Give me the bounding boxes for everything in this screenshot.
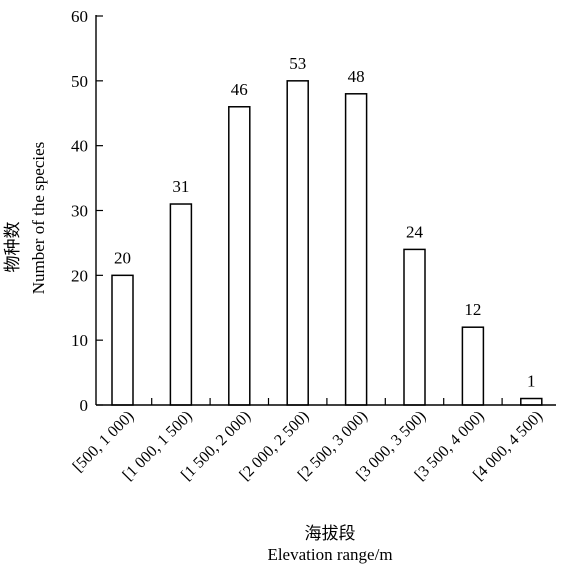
- bar: [521, 399, 542, 405]
- data-label: 53: [289, 54, 306, 73]
- y-axis-title-zh: 物种数: [3, 222, 22, 273]
- x-axis-ticks: [500, 1 000)[1 000, 1 500)[1 500, 2 000)…: [70, 398, 546, 484]
- y-axis-ticks: 0 10 20 30 40 50 60: [71, 7, 103, 415]
- bar: [229, 107, 250, 405]
- data-label: 31: [172, 177, 189, 196]
- bar: [462, 327, 483, 405]
- bars: [112, 81, 542, 405]
- data-label: 20: [114, 248, 131, 267]
- y-tick-label: 50: [71, 72, 88, 91]
- bar: [346, 94, 367, 405]
- y-tick-label: 10: [71, 331, 88, 350]
- data-label: 1: [527, 372, 536, 391]
- x-axis-title-zh: 海拔段: [305, 524, 356, 543]
- bar: [112, 275, 133, 405]
- y-axis-title-en: Number of the species: [29, 142, 48, 294]
- data-label: 12: [464, 300, 481, 319]
- y-tick-label: 0: [80, 396, 89, 415]
- x-axis-title-en: Elevation range/m: [267, 545, 392, 564]
- data-label: 24: [406, 222, 424, 241]
- bar: [170, 204, 191, 405]
- y-tick-label: 30: [71, 202, 88, 221]
- data-label: 46: [231, 80, 248, 99]
- bar: [287, 81, 308, 405]
- data-label: 48: [348, 67, 365, 86]
- y-tick-label: 40: [71, 137, 88, 156]
- y-tick-label: 60: [71, 7, 88, 26]
- y-tick-label: 20: [71, 266, 88, 285]
- bar: [404, 249, 425, 405]
